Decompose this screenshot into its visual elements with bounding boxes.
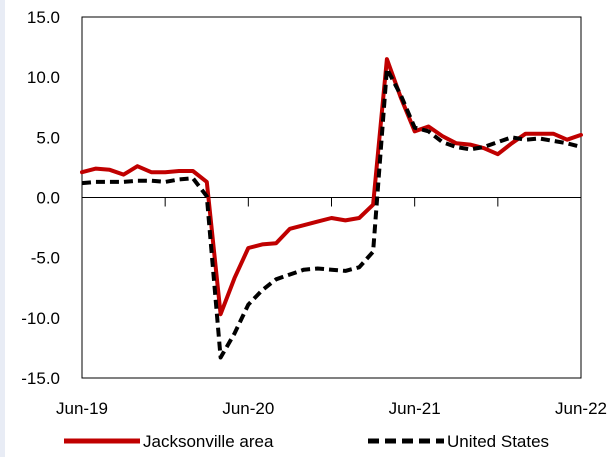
x-tick-label: Jun-20 [222, 399, 274, 418]
x-tick-label: Jun-19 [56, 399, 108, 418]
legend-label-united-states: United States [447, 432, 549, 451]
left-edge-strip [0, 0, 5, 457]
series-line-jacksonville [80, 57, 583, 317]
x-tick-label: Jun-22 [555, 399, 607, 418]
y-tick-label: -10.0 [21, 309, 60, 328]
x-tick-label: Jun-21 [389, 399, 441, 418]
series-line-united-states [81, 66, 582, 360]
y-tick-label: 10.0 [27, 68, 60, 87]
y-tick-label: 15.0 [27, 8, 60, 27]
y-tick-label: 0.0 [36, 189, 60, 208]
y-tick-label: 5.0 [36, 128, 60, 147]
legend-label-jacksonville: Jacksonville area [143, 432, 274, 451]
plot-area: 15.0 10.0 5.0 0.0 -5.0 -10.0 -15.0 Jun-19 Jun-20… [21, 8, 607, 418]
y-tick-label: -15.0 [21, 369, 60, 388]
y-tick-label: -5.0 [31, 249, 60, 268]
legend: Jacksonville area United States [64, 432, 549, 451]
